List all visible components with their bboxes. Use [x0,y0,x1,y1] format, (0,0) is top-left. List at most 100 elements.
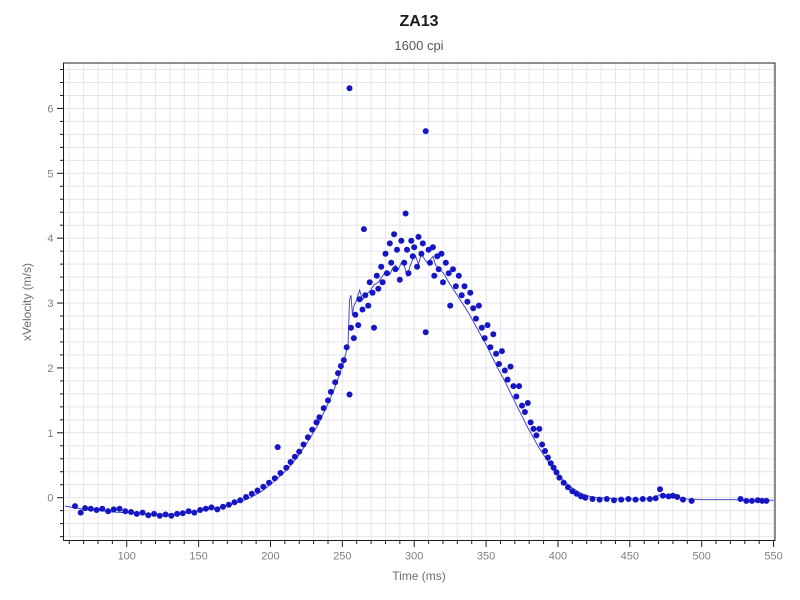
data-point [105,508,112,515]
data-point [440,279,446,286]
data-point [429,244,436,251]
data-point [87,505,94,512]
x-axis-tick-labels: 100 150 200 250 300 350 400 450 500 550 [118,551,783,563]
data-point [589,496,596,502]
data-point [431,272,438,279]
data-point [287,459,294,465]
data-point [122,508,129,515]
data-point [452,283,459,290]
data-point [478,324,485,331]
data-point [202,505,209,512]
data-point [565,484,571,491]
x-axis-ticks [68,540,775,547]
data-point [422,329,429,336]
data-point [360,226,367,233]
data-point [337,363,344,369]
data-point [332,379,339,386]
data-point [243,494,249,500]
data-point [304,434,311,441]
data-point [325,397,331,404]
data-point [365,302,372,309]
data-point [749,497,755,504]
data-point [277,470,284,476]
data-point [231,499,238,506]
data-point [674,494,681,500]
data-point [659,492,666,499]
data-point [340,357,347,364]
x-tick-label: 300 [405,551,423,563]
data-point [145,512,152,519]
data-point [464,298,471,305]
data-point [519,402,525,409]
x-tick-label: 100 [118,551,136,563]
y-tick-label: 6 [47,103,53,115]
data-point [556,474,563,481]
data-point [352,311,359,318]
data-point [214,506,221,513]
fit-line [64,252,774,516]
data-point [378,263,385,270]
data-point [524,400,531,406]
plot-border [63,62,776,541]
x-tick-label: 350 [477,551,495,563]
data-point [72,503,78,510]
data-point [652,495,659,502]
y-tick-label: 0 [47,493,53,505]
data-point [573,490,580,497]
data-point [266,479,272,486]
data-point [418,250,425,257]
data-point [405,270,412,277]
data-point [759,497,766,504]
y-axis-ticks [57,68,64,538]
data-point [404,246,410,253]
y-axis-tick-labels: 0 1 2 3 4 5 6 [47,103,53,504]
data-point [632,496,639,503]
x-tick-label: 550 [764,551,782,563]
data-point [657,486,663,493]
data-point [646,496,653,502]
data-point [461,283,468,290]
data-point [409,253,416,260]
data-point [680,496,686,503]
data-point [366,279,373,286]
data-point [237,497,244,504]
data-point [128,509,135,515]
data-point [348,324,354,331]
data-point [484,322,491,329]
data-point [542,448,548,454]
data-point [156,512,163,519]
data-point [533,432,540,439]
data-point [356,296,363,303]
data-point [346,85,353,92]
data-point [335,370,341,377]
data-point [625,496,632,502]
data-point [544,454,551,461]
data-point [371,324,377,331]
data-point [379,279,386,286]
data-point [327,388,334,395]
data-point [427,259,433,266]
data-point [291,453,298,460]
data-point [271,475,278,482]
data-point [467,289,474,296]
data-point [320,405,327,412]
data-point [197,507,204,513]
data-point [442,259,449,266]
data-point [447,302,454,309]
data-point [394,246,400,253]
data-point [611,497,617,504]
data-point [516,383,523,390]
data-point [434,253,441,260]
data-point [402,210,409,217]
data-point [296,448,303,455]
data-point [313,419,320,426]
data-point [504,376,511,383]
data-point [355,322,362,329]
data-point [392,266,399,273]
data-point [110,506,117,513]
data-point [388,259,395,266]
data-point [498,348,505,355]
data-point [596,496,603,503]
data-point [396,276,403,283]
